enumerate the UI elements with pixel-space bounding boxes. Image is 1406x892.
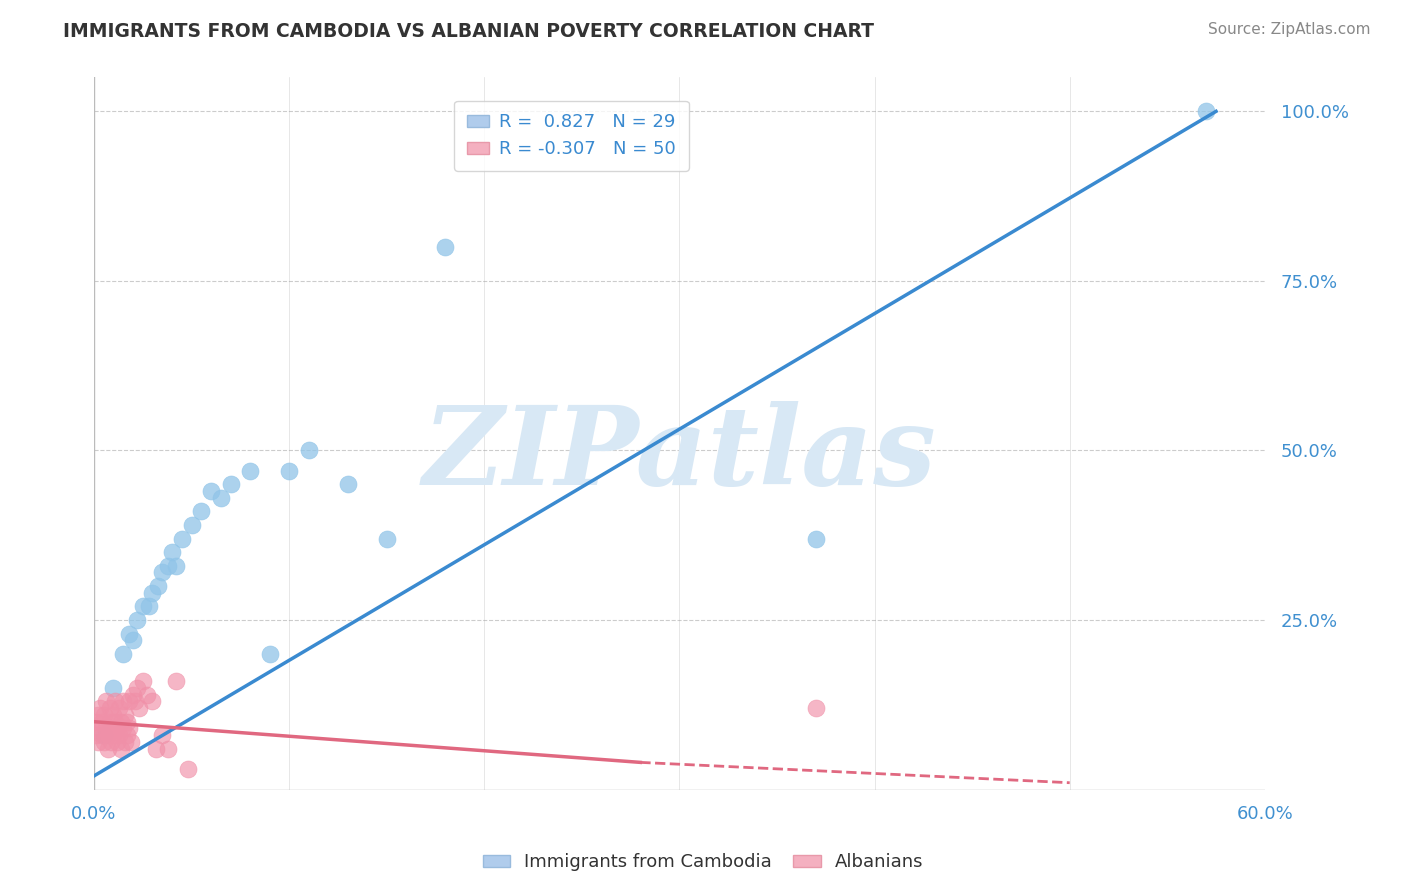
Point (336, 477, 359, 491)
Point (297, 443, 319, 458)
Point (122, 688, 145, 702)
Point (804, 532, 827, 546)
Point (124, 694, 146, 708)
Point (219, 477, 242, 491)
Point (170, 532, 193, 546)
Point (98, 714, 121, 729)
Point (110, 714, 132, 729)
Point (259, 647, 281, 661)
Point (97, 741, 120, 756)
Point (1195, 104, 1218, 119)
Point (93, 728, 115, 742)
Point (132, 673, 155, 688)
Point (100, 722, 122, 736)
Point (148, 579, 170, 593)
Point (94, 694, 117, 708)
Point (176, 762, 198, 776)
Point (157, 558, 180, 573)
Point (278, 464, 301, 478)
Point (190, 504, 212, 518)
Point (135, 688, 157, 702)
Point (90, 714, 112, 729)
Point (112, 647, 135, 661)
Point (108, 701, 131, 715)
Point (120, 735, 142, 749)
Point (132, 599, 155, 614)
Point (89, 701, 111, 715)
Point (165, 673, 187, 688)
Point (103, 681, 125, 695)
Legend: Immigrants from Cambodia, Albanians: Immigrants from Cambodia, Albanians (475, 847, 931, 879)
Point (375, 532, 398, 546)
Text: Source: ZipAtlas.com: Source: ZipAtlas.com (1208, 22, 1371, 37)
Point (98, 701, 121, 715)
Point (239, 464, 262, 478)
Point (200, 484, 222, 499)
Point (104, 714, 127, 729)
Point (104, 694, 127, 708)
Point (141, 586, 163, 600)
Point (150, 566, 173, 580)
Point (87, 735, 110, 749)
Point (97, 728, 120, 742)
Point (180, 518, 202, 533)
Point (138, 599, 160, 614)
Point (108, 728, 131, 742)
Point (160, 545, 183, 559)
Point (118, 694, 141, 708)
Point (93, 707, 115, 722)
Point (150, 728, 173, 742)
Point (94, 722, 117, 736)
Point (89, 722, 111, 736)
Point (209, 491, 232, 505)
Point (105, 735, 128, 749)
Point (434, 240, 457, 254)
Point (103, 707, 125, 722)
Text: IMMIGRANTS FROM CAMBODIA VS ALBANIAN POVERTY CORRELATION CHART: IMMIGRANTS FROM CAMBODIA VS ALBANIAN POV… (63, 22, 875, 41)
Point (118, 722, 141, 736)
Point (103, 728, 125, 742)
Text: ZIPatlas: ZIPatlas (422, 401, 936, 508)
Point (128, 701, 150, 715)
Point (90, 728, 112, 742)
Point (110, 741, 132, 756)
Point (122, 633, 145, 648)
Legend: R =  0.827   N = 29, R = -0.307   N = 50: R = 0.827 N = 29, R = -0.307 N = 50 (454, 101, 689, 171)
Point (114, 735, 136, 749)
Point (87, 707, 110, 722)
Point (157, 741, 180, 756)
Point (125, 681, 148, 695)
Point (804, 701, 827, 715)
Point (165, 558, 187, 573)
Point (115, 714, 138, 729)
Point (84, 714, 107, 729)
Point (114, 707, 136, 722)
Point (145, 741, 167, 756)
Point (125, 613, 148, 627)
Point (141, 694, 163, 708)
Point (115, 728, 138, 742)
Point (112, 722, 135, 736)
Point (84, 728, 107, 742)
Point (118, 626, 141, 640)
Point (93, 735, 115, 749)
Point (112, 694, 135, 708)
Point (100, 735, 122, 749)
Point (105, 722, 128, 736)
